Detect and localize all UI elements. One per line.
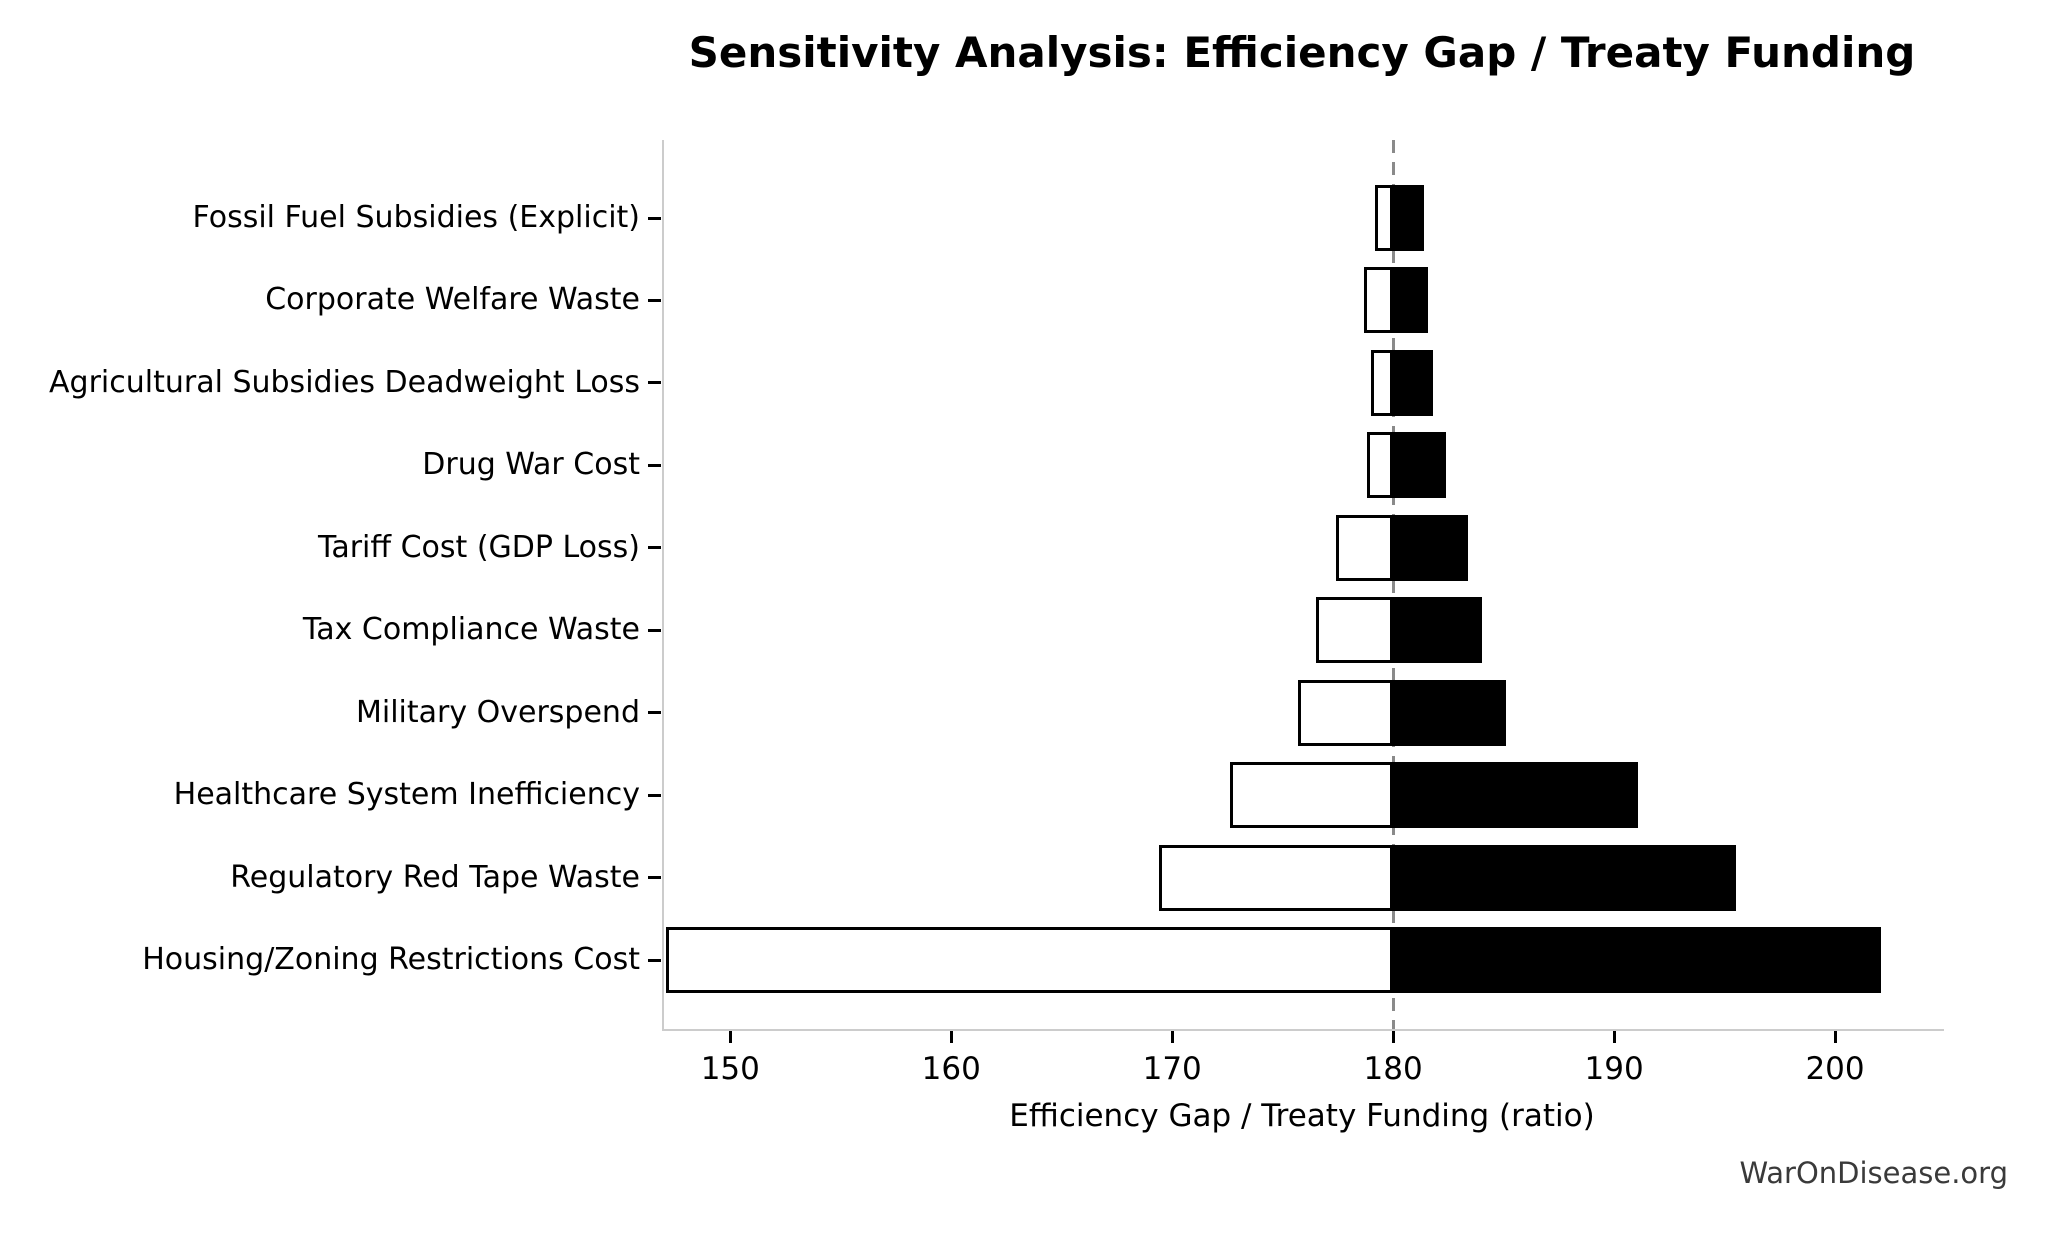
bar-high-segment: [1393, 185, 1425, 251]
y-tick-label: Military Overspend: [355, 694, 640, 730]
bar-low-segment: [1375, 185, 1394, 251]
watermark-text: WarOnDisease.org: [1739, 1156, 2008, 1190]
y-tick-mark: [648, 876, 661, 880]
x-tick-mark: [1612, 1031, 1616, 1043]
bar-low-segment: [1298, 679, 1394, 746]
y-tick-mark: [648, 546, 661, 550]
x-tick-mark: [1833, 1031, 1837, 1043]
y-tick-label: Healthcare System Inefficiency: [173, 777, 640, 813]
x-axis-label: Efficiency Gap / Treaty Funding (ratio): [1009, 1098, 1595, 1134]
bar-high-segment: [1393, 597, 1482, 664]
y-tick-mark: [648, 958, 661, 962]
y-tick-mark: [648, 628, 661, 632]
bar-high-segment: [1393, 432, 1447, 499]
y-tick-label: Regulatory Red Tape Waste: [230, 859, 640, 895]
bar-low-segment: [666, 927, 1394, 994]
x-tick-label: 180: [1363, 1051, 1423, 1087]
y-tick-mark: [648, 711, 661, 715]
bar-high-segment: [1393, 927, 1882, 994]
x-tick-mark: [1170, 1031, 1174, 1043]
bar-low-segment: [1371, 349, 1394, 416]
bar-low-segment: [1158, 844, 1394, 911]
bar-low-segment: [1229, 762, 1394, 829]
bar-low-segment: [1335, 514, 1394, 581]
x-tick-label: 190: [1584, 1051, 1644, 1087]
x-axis-spine: [662, 1029, 1944, 1031]
bar-high-segment: [1393, 679, 1506, 746]
y-tick-mark: [648, 298, 661, 302]
y-tick-label: Agricultural Subsidies Deadweight Loss: [49, 364, 640, 400]
x-tick-label: 150: [700, 1051, 760, 1087]
bar-low-segment: [1364, 267, 1394, 334]
x-tick-label: 160: [921, 1051, 981, 1087]
y-tick-label: Fossil Fuel Subsidies (Explicit): [192, 200, 640, 235]
y-tick-mark: [648, 463, 661, 467]
y-axis-spine: [662, 140, 664, 1029]
y-tick-label: Tax Compliance Waste: [302, 612, 640, 648]
bar-high-segment: [1393, 514, 1469, 581]
x-tick-label: 200: [1805, 1051, 1865, 1087]
bar-high-segment: [1393, 267, 1429, 334]
y-tick-mark: [648, 216, 661, 220]
bar-low-segment: [1366, 432, 1394, 499]
y-tick-label: Drug War Cost: [422, 447, 640, 483]
bar-low-segment: [1315, 597, 1394, 664]
chart-title: Sensitivity Analysis: Efficiency Gap / T…: [688, 28, 1916, 77]
x-tick-mark: [949, 1031, 953, 1043]
y-tick-label: Corporate Welfare Waste: [265, 282, 640, 318]
y-tick-mark: [648, 793, 661, 797]
bar-high-segment: [1393, 762, 1639, 829]
x-tick-label: 170: [1142, 1051, 1202, 1087]
bar-high-segment: [1393, 844, 1736, 911]
baseline-dashed-line: [1391, 140, 1395, 1029]
y-tick-mark: [648, 381, 661, 385]
bar-high-segment: [1393, 349, 1433, 416]
y-tick-label: Housing/Zoning Restrictions Cost: [142, 942, 640, 978]
x-tick-mark: [1391, 1031, 1395, 1043]
y-tick-label: Tariff Cost (GDP Loss): [317, 529, 640, 565]
x-tick-mark: [728, 1031, 732, 1043]
